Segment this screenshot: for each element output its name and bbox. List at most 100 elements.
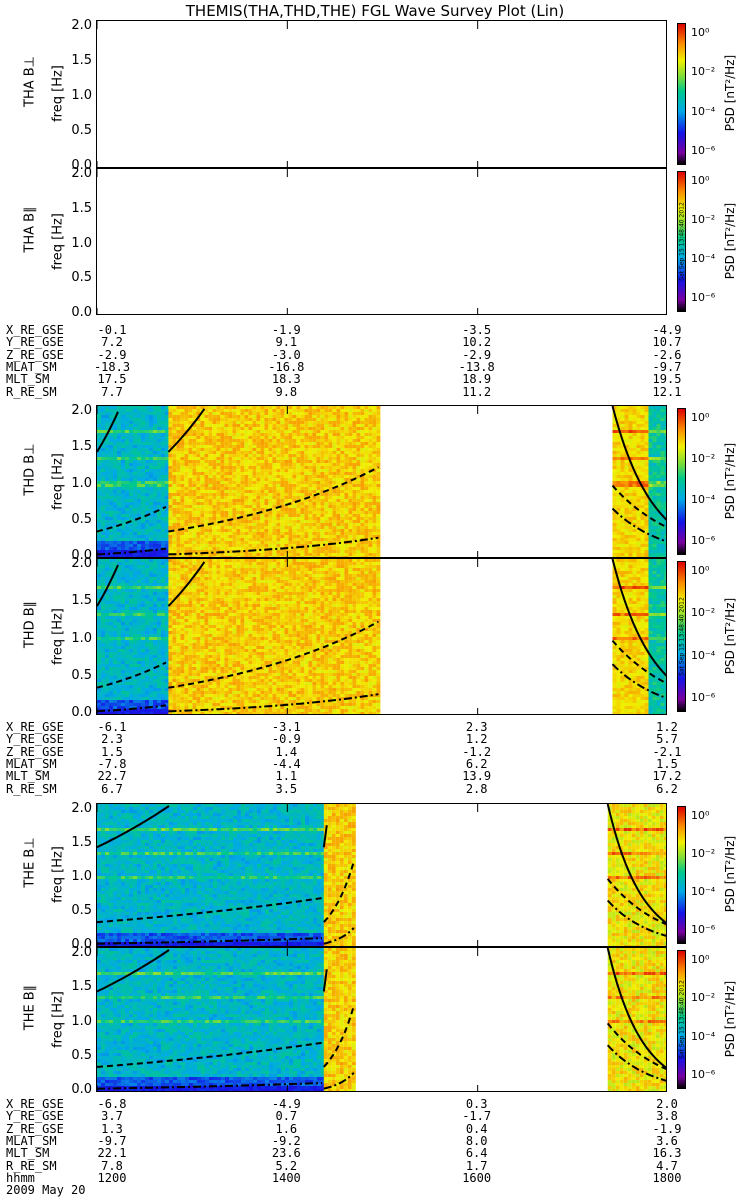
- y-tick-label: 1.5: [71, 979, 92, 995]
- ephemeris-value: 0.7: [275, 1109, 298, 1124]
- ephemeris-value: 2.3: [465, 720, 488, 734]
- colorbar-tick-label: 10⁻²: [691, 606, 716, 620]
- y-tick-label: 1.0: [71, 235, 92, 251]
- ephemeris-value: 8.0: [465, 1133, 488, 1148]
- colorbar-tick-label: 10⁻⁶: [691, 291, 716, 304]
- colorbar-title: PSD [nT²/Hz]: [723, 835, 737, 913]
- y-tick-label: 0.0: [71, 937, 92, 952]
- ephemeris-value: 1.4: [275, 744, 298, 759]
- reference-curve: [97, 505, 167, 533]
- ephemeris-value: -9.7: [652, 359, 682, 374]
- ephemeris-label: MLT_SM: [6, 1146, 50, 1161]
- ephemeris-value: -0.9: [271, 732, 301, 747]
- y-tick-label: 1.5: [71, 593, 92, 609]
- panel-label: THE B⊥: [22, 837, 38, 888]
- colorbar: [677, 561, 686, 712]
- colorbar-tick-label: 10⁻²: [691, 847, 716, 860]
- spectrogram-svg: [97, 559, 666, 714]
- y-tick-label: 0.0: [71, 705, 92, 720]
- ephemeris-value: -2.9: [97, 347, 127, 362]
- ephemeris-value: 2.3: [101, 732, 123, 747]
- colorbar-tick-label: 10⁻⁴: [691, 104, 716, 118]
- date-label: 2009 May 20: [6, 1183, 86, 1197]
- colorbar-tick-label: 10⁻²: [691, 452, 716, 465]
- panel-label: THD B∥: [22, 600, 38, 648]
- colorbar-tick-label: 10⁻⁶: [691, 691, 716, 704]
- timestamp-stamp: Sat Sep 15 13:48:40 2012: [678, 979, 686, 1059]
- ephemeris-value: 12.1: [652, 384, 682, 399]
- ephemeris-value: -9.7: [97, 1133, 127, 1148]
- ephemeris-value: 7.8: [101, 1158, 123, 1173]
- colorbar-tick-label: 10⁻⁶: [691, 534, 716, 547]
- reference-curve: [167, 561, 206, 607]
- ephemeris-label: MLAT_SM: [6, 756, 57, 771]
- y-tick-label: 0.0: [71, 1082, 92, 1097]
- ephemeris-value: 4.7: [656, 1158, 678, 1173]
- ephemeris-value: -3.1: [271, 720, 301, 734]
- ephemeris-value: 19.5: [652, 372, 682, 387]
- reference-curve: [606, 1022, 666, 1071]
- y-axis-label: freq [Hz]: [50, 212, 66, 270]
- data-interval-1: [97, 948, 325, 1091]
- colorbar-tick-label: 10⁰: [691, 26, 710, 39]
- colorbar-title: PSD [nT²/Hz]: [723, 442, 737, 519]
- y-axis-label: freq [Hz]: [50, 65, 66, 122]
- colorbar-title: PSD [nT²/Hz]: [723, 54, 737, 132]
- y-tick-label: 2.0: [71, 556, 92, 571]
- spectrogram-panel-4: [96, 558, 667, 715]
- ephemeris-label: Z_RE_GSE: [6, 744, 64, 759]
- ephemeris-label: Z_RE_GSE: [6, 1121, 64, 1136]
- spectrogram-svg: [97, 804, 666, 946]
- ephemeris-value: 1.6: [275, 1121, 298, 1136]
- y-axis-label: freq [Hz]: [50, 846, 66, 903]
- ephemeris-value: -1.2: [462, 744, 492, 759]
- ephemeris-value: 2.0: [656, 1097, 678, 1111]
- spectrogram-svg: [97, 21, 479, 167]
- reference-curve: [168, 536, 379, 556]
- spectrogram-svg: [97, 406, 666, 557]
- y-tick-label: 2.0: [71, 801, 92, 816]
- panel-label: THE B∥: [22, 984, 38, 1030]
- y-tick-label: 1.5: [71, 835, 92, 850]
- y-tick-label: 2.0: [71, 18, 92, 33]
- colorbar-tick-label: 10⁰: [691, 174, 710, 187]
- ephemeris-value: 1.2: [656, 720, 678, 734]
- panel-label: THA B⊥: [22, 56, 38, 107]
- ephemeris-value: -1.9: [652, 1121, 682, 1136]
- ephemeris-value: 10.7: [652, 335, 682, 350]
- ephemeris-value: 23.6: [271, 1146, 301, 1161]
- reference-curve: [97, 897, 323, 924]
- reference-curve: [606, 899, 666, 937]
- spectrogram-panel-1: [96, 20, 667, 168]
- ephemeris-value: -0.1: [97, 323, 127, 337]
- ephemeris-label: Y_RE_GSE: [6, 1109, 64, 1124]
- ephemeris-value: 3.6: [656, 1133, 678, 1148]
- colorbar-tick-label: 10⁰: [691, 564, 710, 577]
- timestamp-stamp: Sat Sep 15 13:48:40 2012: [678, 596, 686, 676]
- colorbar-tick-label: 10⁻²: [691, 991, 716, 1005]
- ephemeris-value: -18.3: [93, 359, 131, 374]
- reference-curve: [97, 937, 323, 945]
- colorbar-tick-label: 10⁻⁴: [691, 252, 716, 265]
- colorbar: [677, 171, 686, 312]
- ephemeris-value: -4.4: [271, 756, 301, 771]
- reference-curve: [167, 408, 206, 453]
- ephemeris-label: Z_RE_GSE: [6, 347, 64, 362]
- y-tick-label: 0.0: [71, 158, 92, 173]
- data-interval-1: [97, 406, 169, 557]
- colorbar-tick-label: 10⁻²: [691, 213, 716, 226]
- data-interval-3: [607, 948, 666, 1091]
- y-tick-label: 0.5: [71, 270, 92, 286]
- y-tick-label: 0.0: [71, 548, 92, 563]
- ephemeris-value: 7.7: [101, 384, 123, 399]
- spectrogram-panel-2: [96, 168, 667, 315]
- ephemeris-value: 13.9: [462, 769, 492, 784]
- ephemeris-value: -13.8: [458, 359, 495, 374]
- reference-curve: [611, 559, 666, 677]
- ephemeris-value: -9.2: [271, 1133, 301, 1148]
- y-tick-label: 1.0: [71, 88, 92, 103]
- reference-curve: [97, 949, 170, 993]
- colorbar: [677, 950, 686, 1089]
- data-interval-2: [168, 559, 381, 714]
- colorbar-tick-label: 10⁻⁶: [691, 1068, 716, 1081]
